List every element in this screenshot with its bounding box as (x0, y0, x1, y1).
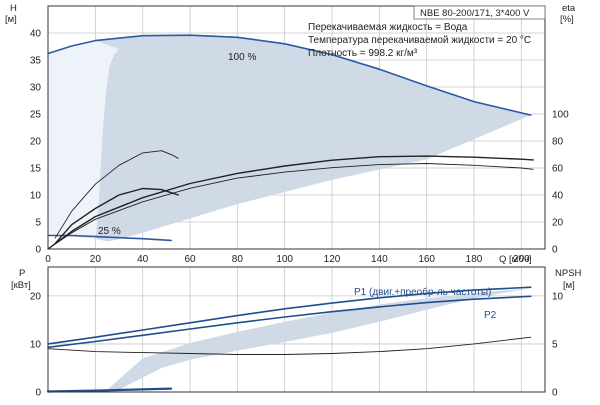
npsh-axis-label: NPSH (555, 268, 582, 279)
y-left-tick-label: 0 (35, 245, 41, 256)
x-tick-label: 140 (371, 254, 388, 265)
series-line (47, 34, 532, 116)
y-left-tick-label: 40 (30, 29, 42, 40)
series-line (46, 387, 173, 393)
y-left-tick-label: 25 (30, 110, 42, 121)
y-right-tick-label: 0 (552, 388, 558, 399)
power-panel-envelope (104, 288, 531, 392)
curve-label-25pct: 25 % (98, 226, 121, 237)
x-tick-label: 180 (466, 254, 483, 265)
envelope-left-region (48, 40, 119, 239)
series-line (47, 155, 534, 250)
info-line-temperature: Температура перекачиваемой жидкости = 20… (308, 35, 531, 46)
x-tick-label: 60 (184, 254, 196, 265)
y-right-tick-label: 40 (552, 191, 564, 202)
head-panel-ticks: 0 20 40 60 80 100 120 140 160 180 2000510152025303… (30, 29, 569, 266)
series-line (54, 150, 179, 239)
y-right-tick-label: 5 (552, 339, 558, 350)
y-left-tick-label: 20 (30, 291, 42, 302)
power-axis-label: P (19, 268, 25, 279)
y-left-tick-label: 5 (35, 218, 41, 229)
power-panel-ticks: 0 10 20 0 5 10 (30, 291, 564, 398)
y-left-tick-label: 30 (30, 83, 42, 94)
head-panel-frame (47, 5, 546, 250)
y-right-tick-label: 0 (552, 245, 558, 256)
curve-label-p2: P2 (484, 310, 497, 321)
power-axis-unit: [кВт] (11, 280, 31, 291)
eta-axis-label: eta (562, 3, 576, 14)
x-tick-label: 0 (45, 254, 51, 265)
x-tick-label: 80 (232, 254, 244, 265)
y-left-tick-label: 10 (30, 191, 42, 202)
y-right-tick-label: 20 (552, 218, 564, 229)
head-axis-unit: [м] (5, 14, 17, 25)
power-panel-curves (46, 286, 532, 393)
series-line (47, 163, 534, 250)
head-panel-curves (47, 34, 534, 250)
series-line (47, 295, 532, 349)
y-left-tick-label: 0 (35, 388, 41, 399)
series-line (47, 336, 532, 355)
info-line-density: Плотность = 998.2 кг/м³ (308, 48, 418, 59)
eta-axis-unit: [%] (560, 14, 574, 25)
y-left-tick-label: 10 (30, 339, 42, 350)
x-tick-label: 40 (137, 254, 149, 265)
curve-label-100pct: 100 % (228, 52, 256, 63)
series-line (54, 187, 179, 245)
y-right-tick-label: 80 (552, 137, 564, 148)
y-left-tick-label: 15 (30, 164, 42, 175)
y-left-tick-label: 35 (30, 56, 42, 67)
y-right-tick-label: 10 (552, 291, 564, 302)
x-tick-label: 200 (513, 254, 530, 265)
head-axis-label: H (10, 3, 17, 14)
operating-envelope (104, 288, 531, 392)
x-tick-label: 120 (324, 254, 341, 265)
info-line-fluid: Перекачиваемая жидкость = Вода (308, 22, 468, 33)
power-panel-frame (47, 266, 546, 393)
model-title: NBE 80-200/171, 3*400 V (420, 8, 530, 19)
npsh-axis-unit: [м] (563, 280, 575, 291)
model-title-box (413, 5, 546, 20)
series-line (47, 286, 532, 345)
flow-axis-label: Q [м³/ч] (499, 254, 532, 265)
curve-label-p1: P1 (двиг.+преобр-ль частоты) (354, 286, 491, 298)
x-tick-label: 100 (276, 254, 293, 265)
y-right-tick-label: 100 (552, 110, 569, 121)
y-left-tick-label: 20 (30, 137, 42, 148)
y-right-tick-label: 60 (552, 164, 564, 175)
x-tick-label: 160 (418, 254, 435, 265)
x-tick-label: 20 (90, 254, 102, 265)
